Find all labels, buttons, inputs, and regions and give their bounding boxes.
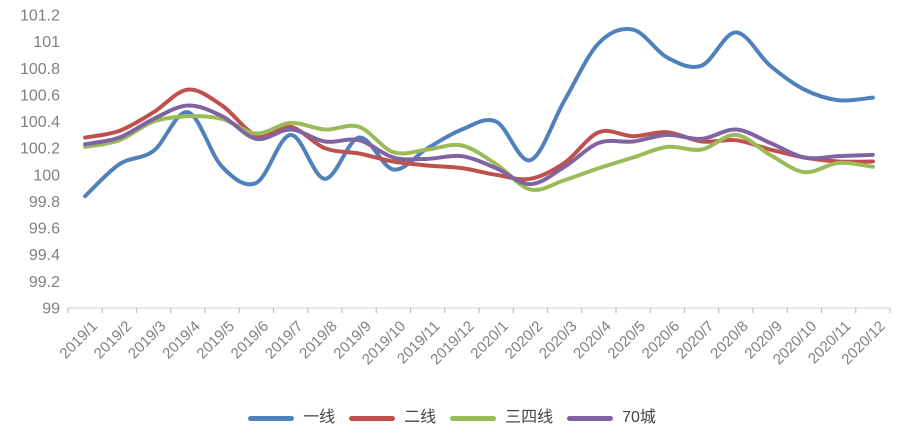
y-axis-tick-label: 99.4	[29, 247, 60, 264]
x-axis-tick-label: 2019/5	[193, 318, 237, 362]
tier34-line-swatch	[450, 415, 497, 421]
tier2-line-swatch	[349, 415, 396, 421]
y-axis-tick-label: 100.8	[20, 61, 60, 78]
x-axis-tick-label: 2020/8	[707, 318, 751, 362]
x-axis-tick-label: 2019/6	[228, 318, 272, 362]
series-line-一线	[83, 27, 875, 199]
x-axis-tick-label: 2019/1	[56, 318, 100, 362]
x-axis-tick-label: 2020/1	[467, 318, 511, 362]
legend-label-tier1: 一线	[303, 409, 336, 426]
legend-item-70cities: 70城	[567, 410, 656, 426]
y-axis-tick-label: 101.2	[20, 8, 60, 25]
line-chart-canvas: 99 99.2 99.4 99.6 99.8 100 100.2 100.4 100.6 100.…	[20, 8, 891, 368]
x-axis-tick-label: 2020/7	[673, 318, 717, 362]
x-axis-tick-label: 2019/8	[296, 318, 340, 362]
legend-item-tier2: 二线	[349, 410, 436, 426]
y-axis-tick-label: 99	[42, 301, 60, 318]
x-axis-tick-label: 2020/2	[502, 318, 546, 362]
x-axis-tick-label: 2019/4	[159, 318, 203, 362]
legend-label-70cities: 70城	[622, 409, 656, 426]
series-line-三四线	[83, 114, 875, 192]
series-line-二线	[83, 87, 875, 182]
y-axis-tick-label: 100.6	[20, 87, 60, 104]
y-axis-tick-label: 99.8	[29, 194, 60, 211]
x-axis-tick-label: 2019/3	[125, 318, 169, 362]
y-axis-tick-label: 100.4	[20, 114, 60, 131]
x-axis-tick-label: 2019/2	[91, 318, 135, 362]
tier1-line-swatch	[248, 415, 295, 421]
cities70-line-swatch	[567, 415, 614, 421]
legend-item-tier1: 一线	[248, 410, 335, 426]
y-axis-tick-label: 99.2	[29, 274, 60, 291]
series-line-70城	[83, 103, 875, 187]
y-axis-tick-label: 99.6	[29, 221, 60, 238]
chart-legend: 一线 二线 三四线 70城	[0, 410, 904, 426]
x-axis-tick-label: 2020/3	[536, 318, 580, 362]
x-axis-tick-label: 2020/4	[570, 318, 614, 362]
y-axis-tick-label: 100.2	[20, 141, 60, 158]
y-axis-tick-label: 100	[33, 167, 60, 184]
x-axis-tick-label: 2020/5	[604, 318, 648, 362]
x-axis-tick-label: 2019/7	[262, 318, 306, 362]
y-axis-tick-label: 101	[33, 34, 60, 51]
legend-item-tier34: 三四线	[450, 410, 553, 426]
legend-label-tier34: 三四线	[505, 409, 554, 426]
legend-label-tier2: 二线	[404, 409, 437, 426]
x-axis-tick-label: 2020/6	[639, 318, 683, 362]
